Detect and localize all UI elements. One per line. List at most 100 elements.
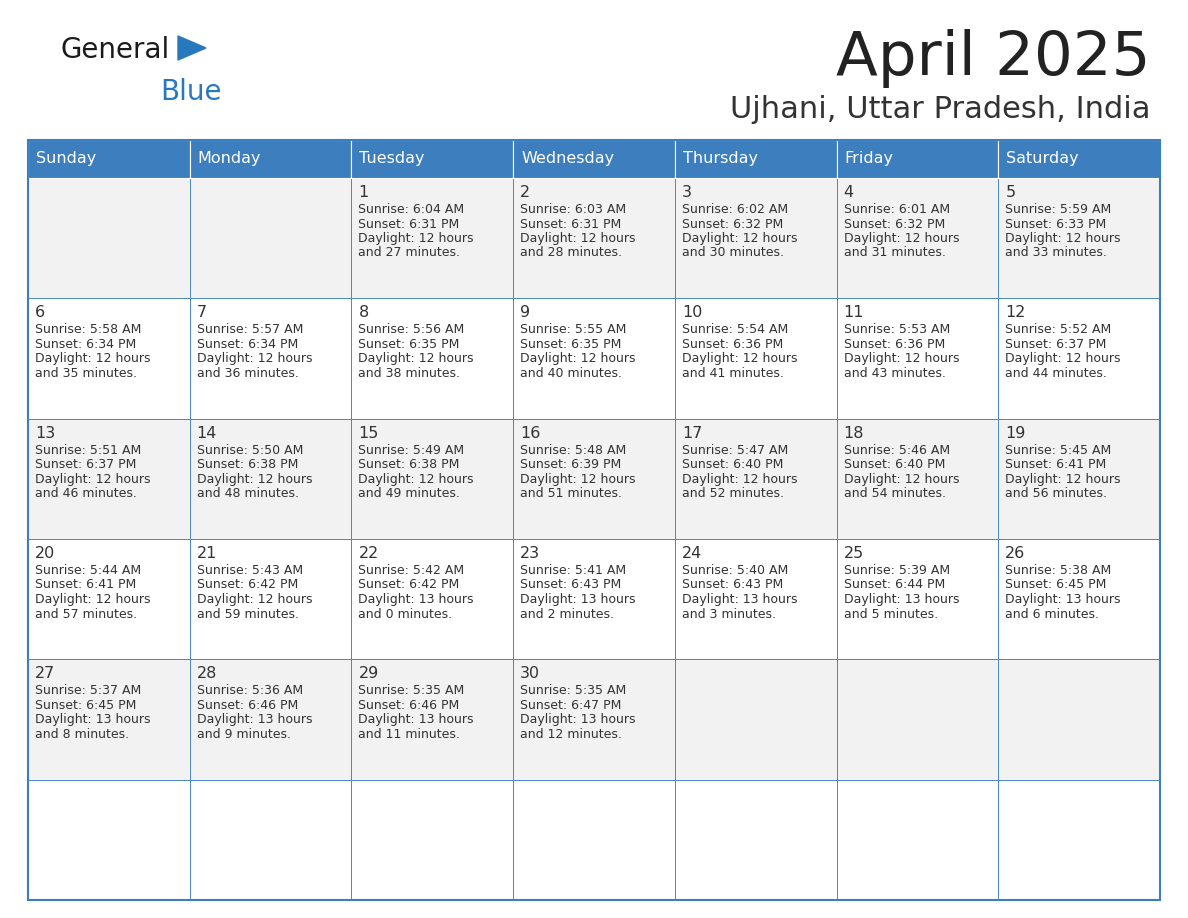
Text: April 2025: April 2025 (835, 29, 1150, 88)
Text: Sunrise: 5:45 AM: Sunrise: 5:45 AM (1005, 443, 1112, 456)
Text: Sunrise: 5:43 AM: Sunrise: 5:43 AM (197, 564, 303, 577)
Text: Friday: Friday (845, 151, 893, 166)
Text: Daylight: 12 hours: Daylight: 12 hours (520, 232, 636, 245)
Text: Blue: Blue (160, 78, 221, 106)
Bar (998, 419, 1159, 539)
Bar (190, 539, 352, 659)
Text: Sunrise: 6:03 AM: Sunrise: 6:03 AM (520, 203, 626, 216)
Bar (836, 178, 998, 298)
Text: Wednesday: Wednesday (522, 151, 614, 166)
Text: 7: 7 (197, 306, 207, 320)
Text: Sunset: 6:37 PM: Sunset: 6:37 PM (1005, 338, 1107, 351)
Text: Sunrise: 5:57 AM: Sunrise: 5:57 AM (197, 323, 303, 336)
Text: Sunrise: 5:52 AM: Sunrise: 5:52 AM (1005, 323, 1112, 336)
Text: Sunrise: 5:55 AM: Sunrise: 5:55 AM (520, 323, 626, 336)
Text: Daylight: 12 hours: Daylight: 12 hours (34, 593, 151, 606)
Text: Sunrise: 5:39 AM: Sunrise: 5:39 AM (843, 564, 949, 577)
Text: Daylight: 13 hours: Daylight: 13 hours (682, 593, 797, 606)
Bar (836, 659, 998, 779)
Text: Sunset: 6:32 PM: Sunset: 6:32 PM (843, 218, 944, 230)
Text: and 33 minutes.: and 33 minutes. (1005, 247, 1107, 260)
Text: Sunrise: 5:46 AM: Sunrise: 5:46 AM (843, 443, 949, 456)
Bar (675, 779, 836, 900)
Text: Monday: Monday (197, 151, 261, 166)
Text: and 8 minutes.: and 8 minutes. (34, 728, 129, 741)
Text: 25: 25 (843, 546, 864, 561)
Text: Sunset: 6:33 PM: Sunset: 6:33 PM (1005, 218, 1106, 230)
Text: and 49 minutes.: and 49 minutes. (359, 487, 460, 500)
Text: and 2 minutes.: and 2 minutes. (520, 608, 614, 621)
Text: 15: 15 (359, 426, 379, 441)
Text: Sunset: 6:43 PM: Sunset: 6:43 PM (682, 578, 783, 591)
Text: Daylight: 12 hours: Daylight: 12 hours (359, 353, 474, 365)
Bar (513, 140, 675, 178)
Bar (190, 659, 352, 779)
Bar (998, 659, 1159, 779)
Text: Sunset: 6:36 PM: Sunset: 6:36 PM (843, 338, 944, 351)
Text: 14: 14 (197, 426, 217, 441)
Text: Daylight: 12 hours: Daylight: 12 hours (520, 353, 636, 365)
Text: 20: 20 (34, 546, 56, 561)
Text: and 9 minutes.: and 9 minutes. (197, 728, 291, 741)
Text: Daylight: 12 hours: Daylight: 12 hours (359, 473, 474, 486)
Text: and 48 minutes.: and 48 minutes. (197, 487, 298, 500)
Bar (352, 298, 513, 419)
Bar (836, 779, 998, 900)
Text: Sunrise: 5:54 AM: Sunrise: 5:54 AM (682, 323, 788, 336)
Text: Sunrise: 5:42 AM: Sunrise: 5:42 AM (359, 564, 465, 577)
Text: Daylight: 12 hours: Daylight: 12 hours (682, 232, 797, 245)
Bar (29, 178, 190, 298)
Text: Sunrise: 5:47 AM: Sunrise: 5:47 AM (682, 443, 788, 456)
Bar (29, 140, 1159, 900)
Text: Sunrise: 5:41 AM: Sunrise: 5:41 AM (520, 564, 626, 577)
Bar (190, 178, 352, 298)
Bar (998, 178, 1159, 298)
Bar (29, 659, 190, 779)
Text: Daylight: 12 hours: Daylight: 12 hours (843, 353, 959, 365)
Text: Sunset: 6:45 PM: Sunset: 6:45 PM (1005, 578, 1107, 591)
Text: Sunset: 6:38 PM: Sunset: 6:38 PM (197, 458, 298, 471)
Bar (998, 539, 1159, 659)
Text: 11: 11 (843, 306, 864, 320)
Text: Sunset: 6:42 PM: Sunset: 6:42 PM (197, 578, 298, 591)
Bar (29, 298, 190, 419)
Bar (190, 140, 352, 178)
Bar (190, 419, 352, 539)
Text: Sunrise: 5:38 AM: Sunrise: 5:38 AM (1005, 564, 1112, 577)
Bar (352, 178, 513, 298)
Text: Sunset: 6:31 PM: Sunset: 6:31 PM (359, 218, 460, 230)
Bar (836, 419, 998, 539)
Text: and 38 minutes.: and 38 minutes. (359, 367, 461, 380)
Text: Sunset: 6:47 PM: Sunset: 6:47 PM (520, 699, 621, 711)
Text: Sunrise: 5:35 AM: Sunrise: 5:35 AM (520, 684, 626, 698)
Text: 1: 1 (359, 185, 368, 200)
Bar (836, 140, 998, 178)
Text: Sunset: 6:34 PM: Sunset: 6:34 PM (34, 338, 137, 351)
Text: Daylight: 12 hours: Daylight: 12 hours (843, 473, 959, 486)
Text: 3: 3 (682, 185, 691, 200)
Text: Daylight: 13 hours: Daylight: 13 hours (520, 713, 636, 726)
Text: Sunrise: 5:49 AM: Sunrise: 5:49 AM (359, 443, 465, 456)
Text: and 46 minutes.: and 46 minutes. (34, 487, 137, 500)
Text: 12: 12 (1005, 306, 1025, 320)
Text: Sunset: 6:35 PM: Sunset: 6:35 PM (520, 338, 621, 351)
Text: Daylight: 13 hours: Daylight: 13 hours (34, 713, 151, 726)
Text: and 36 minutes.: and 36 minutes. (197, 367, 298, 380)
Text: and 30 minutes.: and 30 minutes. (682, 247, 784, 260)
Text: and 56 minutes.: and 56 minutes. (1005, 487, 1107, 500)
Text: and 35 minutes.: and 35 minutes. (34, 367, 137, 380)
Text: and 52 minutes.: and 52 minutes. (682, 487, 784, 500)
Bar (836, 298, 998, 419)
Text: Sunrise: 5:48 AM: Sunrise: 5:48 AM (520, 443, 626, 456)
Bar (998, 298, 1159, 419)
Text: Sunset: 6:36 PM: Sunset: 6:36 PM (682, 338, 783, 351)
Bar (513, 659, 675, 779)
Text: 30: 30 (520, 666, 541, 681)
Text: Daylight: 12 hours: Daylight: 12 hours (34, 473, 151, 486)
Text: 18: 18 (843, 426, 864, 441)
Text: General: General (61, 36, 169, 64)
Bar (836, 539, 998, 659)
Text: Sunday: Sunday (36, 151, 96, 166)
Text: Thursday: Thursday (683, 151, 758, 166)
Bar (513, 298, 675, 419)
